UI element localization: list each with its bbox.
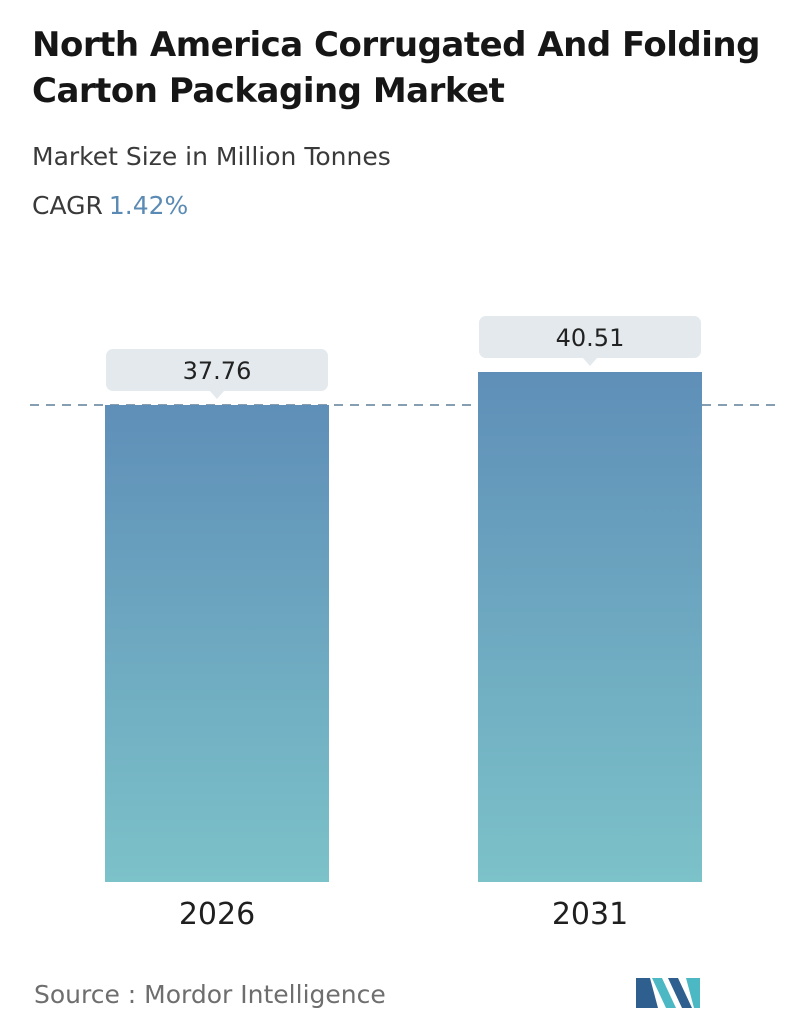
value-label-2031: 40.51 [556, 324, 625, 352]
chart-title: North America Corrugated And Folding Car… [32, 25, 760, 111]
bar-chart: 37.76 2026 40.51 2031 [30, 316, 782, 932]
value-label-box-2026 [106, 349, 328, 391]
cagr-row: CAGR 1.42% [32, 189, 188, 223]
source-text: Source : Mordor Intelligence [34, 980, 386, 1009]
x-tick-label-2031: 2031 [552, 897, 628, 932]
bar-2031 [478, 372, 702, 882]
x-tick-label-2026: 2026 [179, 897, 255, 932]
bar-2026 [105, 405, 329, 882]
cagr-label: CAGR [32, 191, 103, 220]
mordor-intelligence-logo-icon [636, 978, 700, 1008]
chart-subtitle: Market Size in Million Tonnes [32, 142, 391, 171]
value-label-2026: 37.76 [183, 357, 252, 385]
value-label-box-2031 [479, 316, 701, 358]
value-label-pointer-2031 [583, 358, 597, 366]
cagr-value: 1.42% [108, 191, 189, 220]
value-label-pointer-2026 [210, 391, 224, 399]
